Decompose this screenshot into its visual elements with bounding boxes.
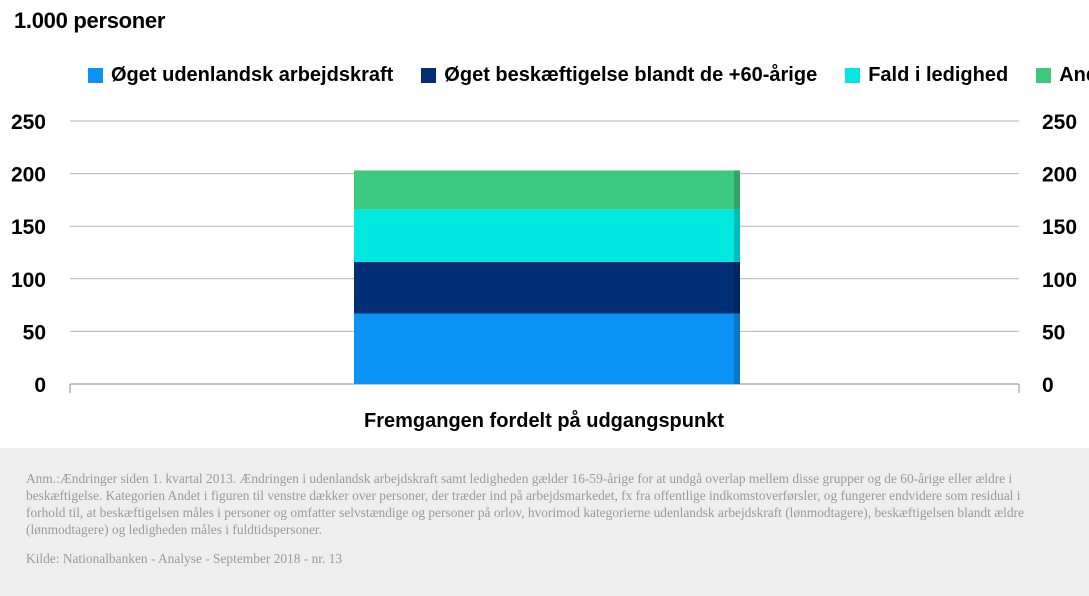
y-tick-left-250: 250: [11, 111, 46, 134]
bar-segment-3: [354, 209, 740, 262]
bar-segment-4: [354, 170, 740, 210]
bar-segment-2: [354, 261, 740, 314]
y-tick-right-50: 50: [1042, 321, 1065, 344]
x-category-label: Fremgangen fordelt på udgangspunkt: [364, 409, 724, 432]
legend-swatch-foreign-labour: [88, 68, 103, 83]
y-tick-left-50: 50: [23, 321, 46, 344]
y-tick-right-100: 100: [1042, 269, 1077, 292]
legend-item-older-employment: Øget beskæftigelse blandt de +60-årige: [421, 64, 817, 87]
legend-item-foreign-labour: Øget udenlandsk arbejdskraft: [88, 64, 393, 87]
legend-label-unemployment-fall: Fald i ledighed: [868, 64, 1009, 86]
note-text: Anm.:Ændringer siden 1. kvartal 2013. Æn…: [26, 471, 1024, 537]
legend-label-older-employment: Øget beskæftigelse blandt de +60-årige: [444, 64, 818, 86]
bar-segment-shade-3: [734, 209, 740, 262]
unit-label: 1.000 personer: [14, 8, 166, 33]
bar-segment-shade-2: [734, 261, 740, 314]
y-tick-right-150: 150: [1042, 216, 1077, 239]
bar-segment-1: [354, 313, 740, 384]
y-tick-left-100: 100: [11, 269, 46, 292]
y-tick-left-0: 0: [34, 374, 46, 397]
chart-legend: Øget udenlandsk arbejdskraft Øget beskæf…: [88, 64, 1089, 87]
legend-item-other: Andet: [1036, 64, 1089, 87]
y-tick-left-150: 150: [11, 216, 46, 239]
legend-swatch-unemployment-fall: [845, 68, 861, 83]
legend-item-unemployment-fall: Fald i ledighed: [845, 64, 1008, 87]
note-box: Anm.:Ændringer siden 1. kvartal 2013. Æn…: [0, 448, 1089, 596]
source-text: Kilde: Nationalbanken - Analyse - Septem…: [26, 551, 343, 566]
y-tick-right-250: 250: [1042, 111, 1077, 134]
legend-label-other: Andet: [1059, 64, 1089, 86]
y-tick-right-0: 0: [1042, 374, 1054, 397]
stacked-bar-chart: 0 0 50 50 100 100 150 150 200 200 250 250 Fremgangen…: [11, 111, 1077, 432]
legend-label-foreign-labour: Øget udenlandsk arbejdskraft: [111, 64, 394, 86]
y-tick-left-200: 200: [11, 164, 46, 187]
bar-segment-shade-4: [734, 170, 740, 210]
legend-swatch-other: [1036, 68, 1052, 83]
legend-swatch-older-employment: [421, 68, 437, 83]
y-tick-right-200: 200: [1042, 164, 1077, 187]
bar-segment-shade-1: [734, 313, 740, 384]
